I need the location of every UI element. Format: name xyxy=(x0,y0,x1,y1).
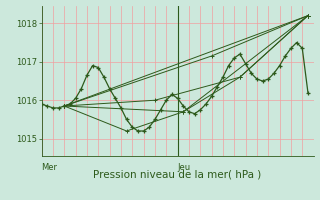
Text: Mer: Mer xyxy=(42,163,58,172)
X-axis label: Pression niveau de la mer( hPa ): Pression niveau de la mer( hPa ) xyxy=(93,170,262,180)
Text: Jeu: Jeu xyxy=(178,163,191,172)
